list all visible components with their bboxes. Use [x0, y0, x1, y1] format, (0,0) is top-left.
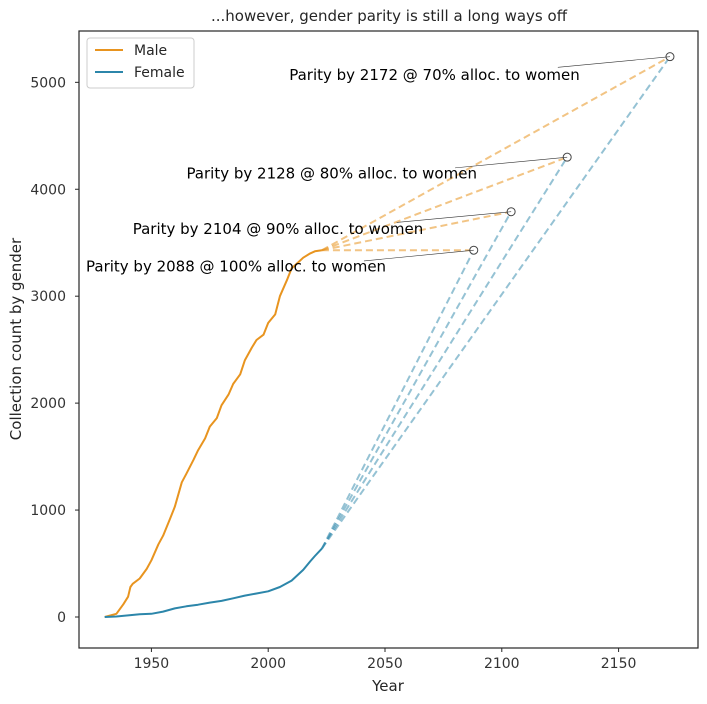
projection-female-01	[321, 211, 513, 550]
annotation-label-03: Parity by 2172 @ 70% alloc. to women	[289, 66, 580, 84]
projection-lines	[321, 55, 671, 550]
series-line-male	[104, 249, 323, 618]
x-tick-label-2100: 2100	[484, 656, 520, 672]
series-lines	[104, 249, 323, 618]
annotation-label-00: Parity by 2088 @ 100% alloc. to women	[86, 258, 386, 276]
annotation-line-02	[455, 156, 568, 169]
projection-male-01	[321, 210, 512, 252]
series-line-female	[104, 547, 323, 618]
y-axis-label: Collection count by gender	[7, 237, 25, 440]
legend-label-female: Female	[134, 65, 185, 81]
y-tick-label-3000: 3000	[30, 289, 66, 305]
plot-frame	[78, 30, 699, 649]
annotation-line-00	[363, 249, 474, 262]
legend: Male Female	[86, 37, 195, 89]
y-tick-label-1000: 1000	[30, 503, 66, 519]
x-axis: 1950 2000 2050 2100 2150	[134, 648, 637, 672]
projection-female-02	[321, 156, 569, 550]
chart-title: ...however, gender parity is still a lon…	[211, 7, 568, 25]
y-tick-label-5000: 5000	[30, 75, 66, 91]
annotations: Parity by 2088 @ 100% alloc. to women Par…	[86, 56, 670, 276]
x-tick-label-2000: 2000	[250, 656, 286, 672]
legend-label-male: Male	[134, 43, 167, 59]
projection-male-03	[321, 55, 671, 252]
y-axis: 0 1000 2000 3000 4000 5000	[30, 75, 79, 626]
annotation-label-02: Parity by 2128 @ 80% alloc. to women	[186, 165, 477, 183]
projection-female-00	[321, 249, 475, 550]
parity-markers	[469, 52, 675, 255]
projection-female-03	[321, 56, 671, 550]
annotation-line-03	[557, 56, 670, 68]
y-tick-label-4000: 4000	[30, 182, 66, 198]
x-axis-label: Year	[371, 677, 405, 695]
x-tick-label-1950: 1950	[134, 656, 170, 672]
annotation-label-01: Parity by 2104 @ 90% alloc. to women	[133, 220, 424, 238]
x-tick-label-2050: 2050	[367, 656, 403, 672]
x-tick-label-2150: 2150	[601, 656, 637, 672]
y-tick-label-2000: 2000	[30, 396, 66, 412]
y-tick-label-0: 0	[57, 610, 66, 626]
annotation-line-01	[396, 211, 512, 223]
